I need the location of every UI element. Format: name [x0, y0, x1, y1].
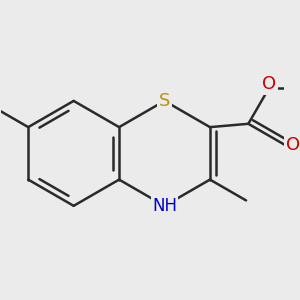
Text: S: S [159, 92, 170, 110]
Text: O: O [262, 75, 276, 93]
Text: NH: NH [152, 197, 177, 215]
Text: O: O [286, 136, 300, 154]
